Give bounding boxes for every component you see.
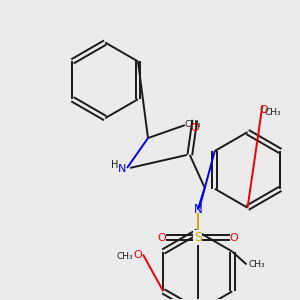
Text: O: O — [230, 232, 239, 243]
Text: CH₃: CH₃ — [249, 260, 265, 269]
Text: S: S — [194, 231, 202, 244]
Text: CH₃: CH₃ — [117, 251, 134, 260]
Text: O: O — [190, 123, 199, 133]
Text: N: N — [118, 164, 126, 174]
Text: CH₃: CH₃ — [185, 120, 202, 129]
Text: O: O — [157, 232, 166, 243]
Text: O: O — [133, 250, 142, 260]
Text: H: H — [112, 160, 119, 170]
Text: O: O — [259, 105, 268, 115]
Text: N: N — [194, 203, 202, 216]
Text: CH₃: CH₃ — [265, 108, 281, 117]
